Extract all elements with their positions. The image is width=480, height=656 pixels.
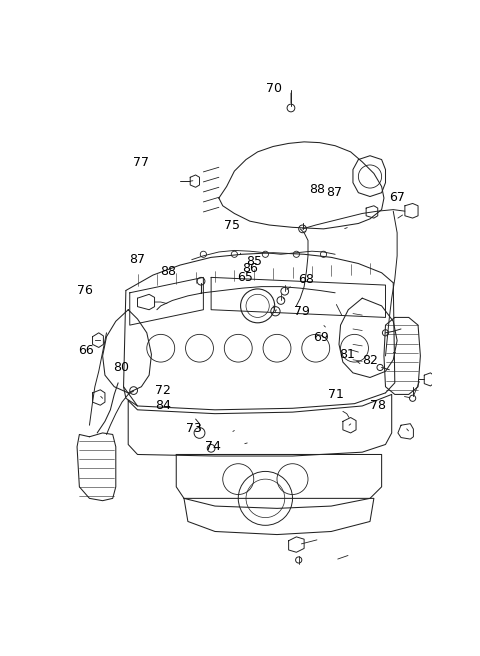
Text: 76: 76 [77, 285, 93, 297]
Text: 72: 72 [155, 384, 171, 397]
Text: 81: 81 [339, 348, 355, 361]
Text: 71: 71 [328, 388, 344, 401]
Text: 75: 75 [224, 218, 240, 232]
Text: 85: 85 [246, 255, 262, 268]
Text: 87: 87 [129, 253, 145, 266]
Text: 65: 65 [237, 271, 252, 284]
Text: 88: 88 [160, 265, 176, 278]
Text: 70: 70 [266, 82, 282, 95]
Text: 82: 82 [362, 354, 378, 367]
Text: 66: 66 [79, 344, 95, 357]
Text: 87: 87 [326, 186, 342, 199]
Text: 74: 74 [205, 440, 221, 453]
Text: 88: 88 [309, 183, 325, 196]
Text: 78: 78 [370, 399, 385, 412]
Text: 80: 80 [113, 361, 129, 374]
Text: 69: 69 [313, 331, 329, 344]
Text: 77: 77 [132, 155, 148, 169]
Text: 67: 67 [389, 191, 405, 204]
Text: 68: 68 [298, 273, 314, 286]
Text: 86: 86 [242, 262, 258, 276]
Text: 79: 79 [294, 305, 310, 318]
Text: 73: 73 [186, 422, 203, 436]
Text: 84: 84 [155, 399, 171, 412]
